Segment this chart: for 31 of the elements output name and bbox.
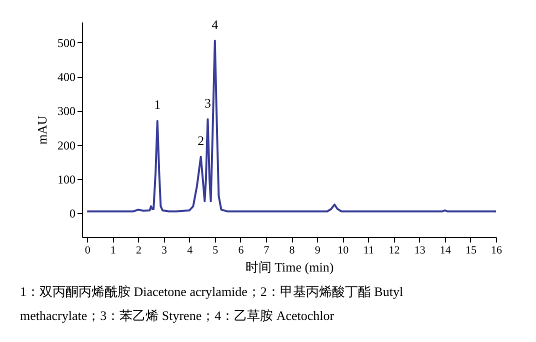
y-tick-label: 100: [58, 172, 76, 186]
x-tick-label: 7: [264, 244, 270, 256]
x-tick-label: 2: [136, 244, 142, 256]
x-tick-label: 4: [187, 244, 194, 256]
y-tick-label: 300: [58, 104, 76, 118]
x-tick-label: 13: [414, 244, 426, 256]
x-tick-label: 11: [363, 244, 374, 256]
annotation: 4: [212, 16, 219, 32]
line-series: [86, 40, 497, 212]
x-tick-label: 1: [110, 244, 116, 256]
annotation: 3: [204, 95, 211, 110]
y-axis-title: mAU: [34, 114, 50, 144]
x-tick-label: 14: [440, 244, 452, 256]
x-axis-title: 时间 Time (min): [245, 260, 334, 274]
y-tick-label: 200: [58, 138, 76, 152]
x-tick-label: 9: [314, 244, 321, 256]
x-tick-label: 8: [289, 244, 296, 256]
annotation: 1: [154, 96, 161, 112]
x-tick-label: 3: [162, 244, 168, 256]
y-tick-label: 500: [58, 36, 76, 50]
x-tick-label: 15: [465, 244, 477, 256]
x-tick-label: 16: [491, 244, 502, 256]
annotation: 2: [198, 132, 204, 148]
x-tick-label: 10: [338, 244, 350, 256]
x-tick-label: 6: [238, 244, 244, 256]
x-tick-label: 12: [388, 244, 400, 256]
text: 1：双丙酮丙烯酰胺 Diacetone acrylamide；2：甲基丙烯酸丁酯 Butyl methacrylate；3：苯乙烯 Styrene；4：乙草胺 Acetochlor: [20, 284, 404, 323]
y-tick-label: 0: [70, 206, 76, 221]
x-tick-label: 0: [84, 244, 91, 256]
y-tick-label: 400: [58, 70, 76, 84]
x-tick-label: 5: [212, 244, 219, 256]
